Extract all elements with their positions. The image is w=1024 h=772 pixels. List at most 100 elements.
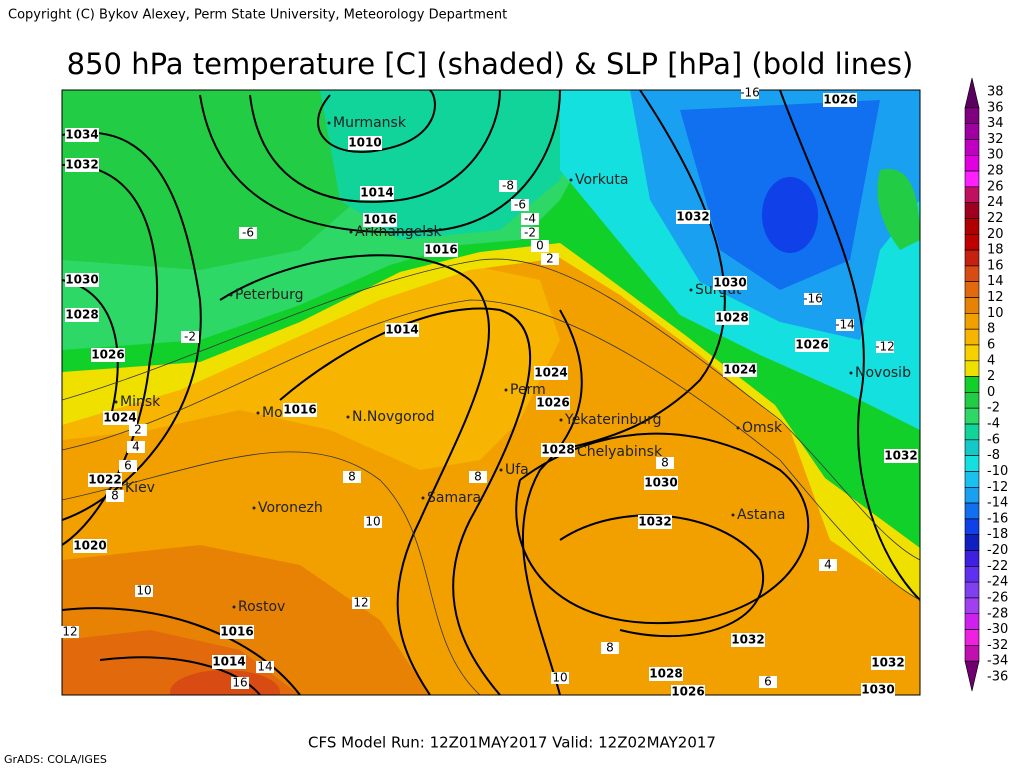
colorbar-label: -36 [987,670,1008,685]
isotherm-label-box [364,516,382,528]
colorbar-segment [964,471,980,488]
colorbar-label: 36 [987,100,1004,115]
isotherm-label: -6 [514,198,526,212]
colorbar-segment [964,265,980,283]
isobar-label-box [649,667,683,681]
isotherm-label: 4 [132,440,140,454]
grads-credit: GrADS: COLA/IGES [4,753,107,766]
city-label: Astana [737,507,785,523]
isobar-label: 1032 [676,210,709,224]
isotherm-label: 10 [365,515,380,529]
colorbar-label: 12 [987,290,1004,305]
colorbar-label: -20 [987,543,1008,558]
isobar-label-box [91,348,125,362]
isotherm-label: 6 [764,675,772,689]
isotherm-label: 16 [232,676,247,690]
isotherm-label: -12 [875,340,895,354]
colorbar-segment [964,297,980,314]
city-dot [569,178,573,182]
colorbar-segment [964,423,980,441]
isobar-label-box [871,656,905,670]
colorbar-segment [964,660,980,692]
city-dot [849,371,853,375]
isobar-label: 1030 [713,276,746,290]
map-frame [61,89,921,696]
isobar-label: 1024 [534,366,567,380]
isotherm-label-box [129,424,147,436]
map-title: 850 hPa temperature [C] (shaded) & SLP [… [67,47,914,81]
isobar-label-box [360,186,394,200]
colorbar-segment [964,629,980,646]
isobar-label-box [65,308,99,322]
isotherm-label-box [231,677,249,689]
isotherm-label: 8 [661,456,669,470]
isobar-label: 1026 [91,348,124,362]
colorbar-label: 4 [987,353,995,368]
colorbar-label: 22 [987,211,1004,226]
isotherm-label-box [106,490,124,502]
colorbar-segment [964,455,980,472]
city-label: Ufa [505,462,529,478]
colorbar-label: -6 [987,432,1000,447]
colorbar-segment [964,502,980,520]
isobar-label-box [348,136,382,150]
colorbar-label: -12 [987,480,1008,495]
isotherm-label-box [135,585,153,597]
colorbar-label: 8 [987,322,995,337]
colorbar-segment [964,281,980,298]
city-dot [504,388,508,392]
shade-neg20 [762,177,818,253]
city-dot [499,468,503,472]
colorbar-segment [964,360,980,377]
isotherm-label: 6 [124,459,132,473]
colorbar-label: 14 [987,274,1004,289]
colorbar-label: 34 [987,116,1004,131]
colorbar-segment [964,486,980,504]
colorbar-segment [964,597,980,615]
isobar-label-box [644,476,678,490]
isotherm-label: -14 [835,318,855,332]
isotherm-label-box [656,457,674,469]
city-dot [114,400,118,404]
isotherm-label-box [511,199,529,211]
city-label: Minsk [120,394,161,410]
city-label: Rostov [238,599,285,615]
colorbar-label: 20 [987,227,1004,242]
isotherm-label: 0 [536,239,544,253]
model-run: CFS Model Run: 12Z01MAY2017 Valid: 12Z02… [308,734,716,752]
isotherm-label: 4 [824,558,832,572]
city-dot [256,411,260,415]
colorbar-label: -2 [987,401,1000,416]
isotherm-label: 12 [62,625,77,639]
colorbar: 38363432302826242220181614121086420-2-4-… [964,77,1008,692]
colorbar-label: 16 [987,258,1004,273]
isotherm-label: 2 [134,423,142,437]
colorbar-segment [964,407,980,425]
colorbar-segment [964,218,980,235]
isobar-label: 1030 [861,683,894,697]
isobar-label: 1028 [715,311,748,325]
isotherm-label: -16 [740,86,760,100]
isobar-label-box [65,128,99,142]
isotherm-label: -6 [242,226,254,240]
isotherm-label-box [181,331,199,343]
isotherm-label-box [521,213,539,225]
isobar-label: 1030 [644,476,677,490]
colorbar-label: 18 [987,243,1004,258]
isobar-label: 1032 [65,158,98,172]
isotherm-label-box [352,597,370,609]
isobar-label-box [65,273,99,287]
isotherm-label-box [61,626,79,638]
city-dot [349,230,353,234]
city-label: Vorkuta [575,172,628,188]
isobar-label-box [73,539,107,553]
isotherm-label-box [521,227,539,239]
isobar-label: 1014 [360,186,393,200]
isotherm-label: 8 [348,470,356,484]
isobar-label: 1014 [212,655,245,669]
colorbar-segment [964,613,980,630]
colorbar-segment [964,249,980,267]
isobar-label-box [212,655,246,669]
isobar-label-box [676,210,710,224]
city-dot [346,415,350,419]
